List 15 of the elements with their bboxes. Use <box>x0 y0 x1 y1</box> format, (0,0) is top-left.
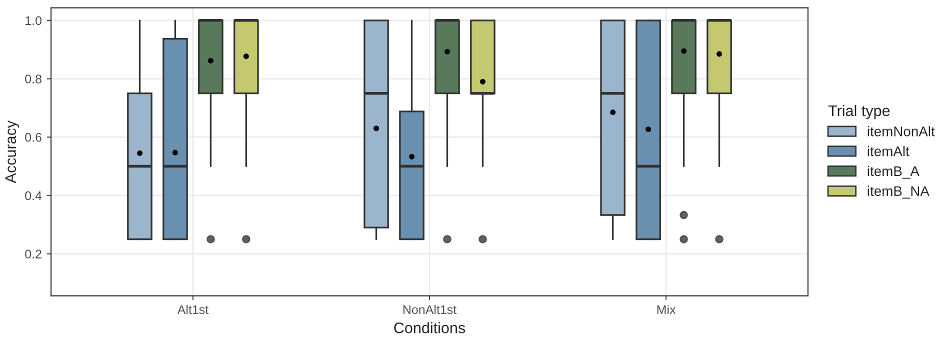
y-axis-title: Accuracy <box>5 120 20 184</box>
x-axis-title: Conditions <box>394 322 466 334</box>
y-tick-label: 0.6 <box>25 132 42 142</box>
x-tick-label: Alt1st <box>177 304 208 314</box>
y-tick-label: 0.4 <box>25 191 42 200</box>
x-tick-label: Mix <box>657 304 676 314</box>
x-tick-label: NonAlt1st <box>403 304 457 314</box>
legend-title: Trial type <box>828 104 890 120</box>
legend-label: itemB_NA <box>868 186 930 199</box>
y-tick-label: 0.8 <box>25 74 42 84</box>
legend-label: itemB_A <box>868 166 920 179</box>
legend-label: itemAlt <box>868 146 910 156</box>
legend-label: itemNonAlt <box>868 126 935 136</box>
y-tick-label: 1.0 <box>26 16 42 26</box>
y-tick-label: 0.2 <box>25 250 42 258</box>
